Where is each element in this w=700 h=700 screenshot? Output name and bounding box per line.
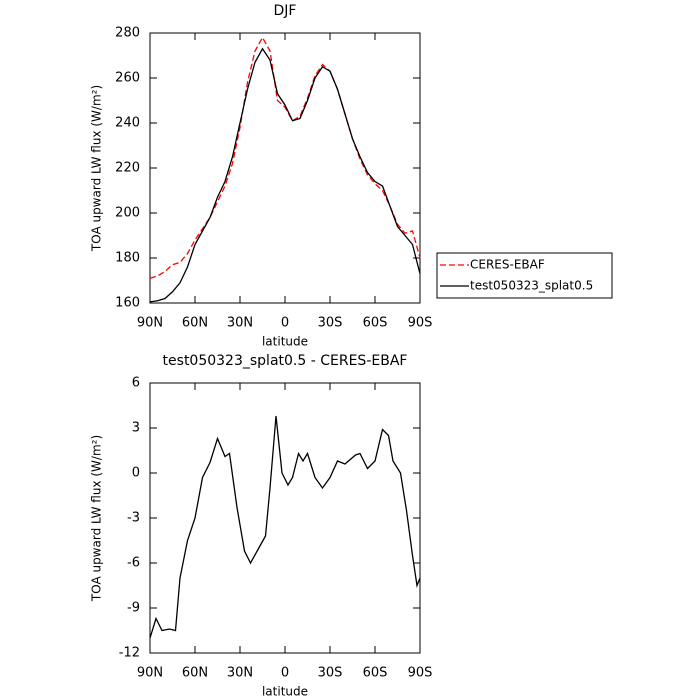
x-tick-label: 30N bbox=[227, 316, 253, 331]
y-tick-label: 220 bbox=[115, 161, 140, 176]
y-tick-label: 0 bbox=[132, 466, 140, 481]
x-axis-label: latitude bbox=[262, 335, 308, 349]
y-tick-label: 280 bbox=[115, 26, 140, 41]
chart-title: DJF bbox=[274, 3, 297, 19]
x-tick-label: 60S bbox=[363, 666, 388, 681]
y-tick-label: 260 bbox=[115, 71, 140, 86]
x-tick-label: 90N bbox=[137, 666, 163, 681]
plot-frame bbox=[149, 32, 421, 304]
y-tick-label: 200 bbox=[115, 206, 140, 221]
x-tick-label: 60S bbox=[363, 316, 388, 331]
y-tick-label: -6 bbox=[127, 556, 140, 571]
data-line bbox=[149, 36, 421, 279]
y-tick-label: 180 bbox=[115, 251, 140, 266]
y-tick-label: 160 bbox=[115, 296, 140, 311]
x-tick-label: 0 bbox=[281, 316, 289, 331]
chart-title: test050323_splat0.5 - CERES-EBAF bbox=[163, 353, 408, 369]
x-axis-label: latitude bbox=[262, 685, 308, 699]
y-axis-label: TOA upward LW flux (W/m²) bbox=[90, 435, 104, 602]
x-tick-label: 60N bbox=[182, 316, 208, 331]
plot-frame bbox=[149, 382, 421, 654]
x-tick-label: 0 bbox=[281, 666, 289, 681]
x-tick-label: 30N bbox=[227, 666, 253, 681]
legend-label: test050323_splat0.5 bbox=[470, 279, 593, 293]
y-axis-label: TOA upward LW flux (W/m²) bbox=[90, 85, 104, 252]
y-tick-label: -12 bbox=[119, 646, 140, 661]
x-tick-label: 30S bbox=[318, 316, 343, 331]
y-tick-label: 6 bbox=[132, 376, 140, 391]
x-tick-label: 90S bbox=[408, 666, 433, 681]
y-tick-label: 3 bbox=[132, 421, 140, 436]
data-line bbox=[149, 415, 421, 639]
x-tick-label: 30S bbox=[318, 666, 343, 681]
x-tick-label: 60N bbox=[182, 666, 208, 681]
legend-label: CERES-EBAF bbox=[470, 258, 545, 272]
legend-box bbox=[436, 252, 613, 299]
data-line bbox=[149, 47, 421, 303]
y-tick-label: -3 bbox=[127, 511, 140, 526]
x-tick-label: 90S bbox=[408, 316, 433, 331]
y-tick-label: -9 bbox=[127, 601, 140, 616]
x-tick-label: 90N bbox=[137, 316, 163, 331]
y-tick-label: 240 bbox=[115, 116, 140, 131]
